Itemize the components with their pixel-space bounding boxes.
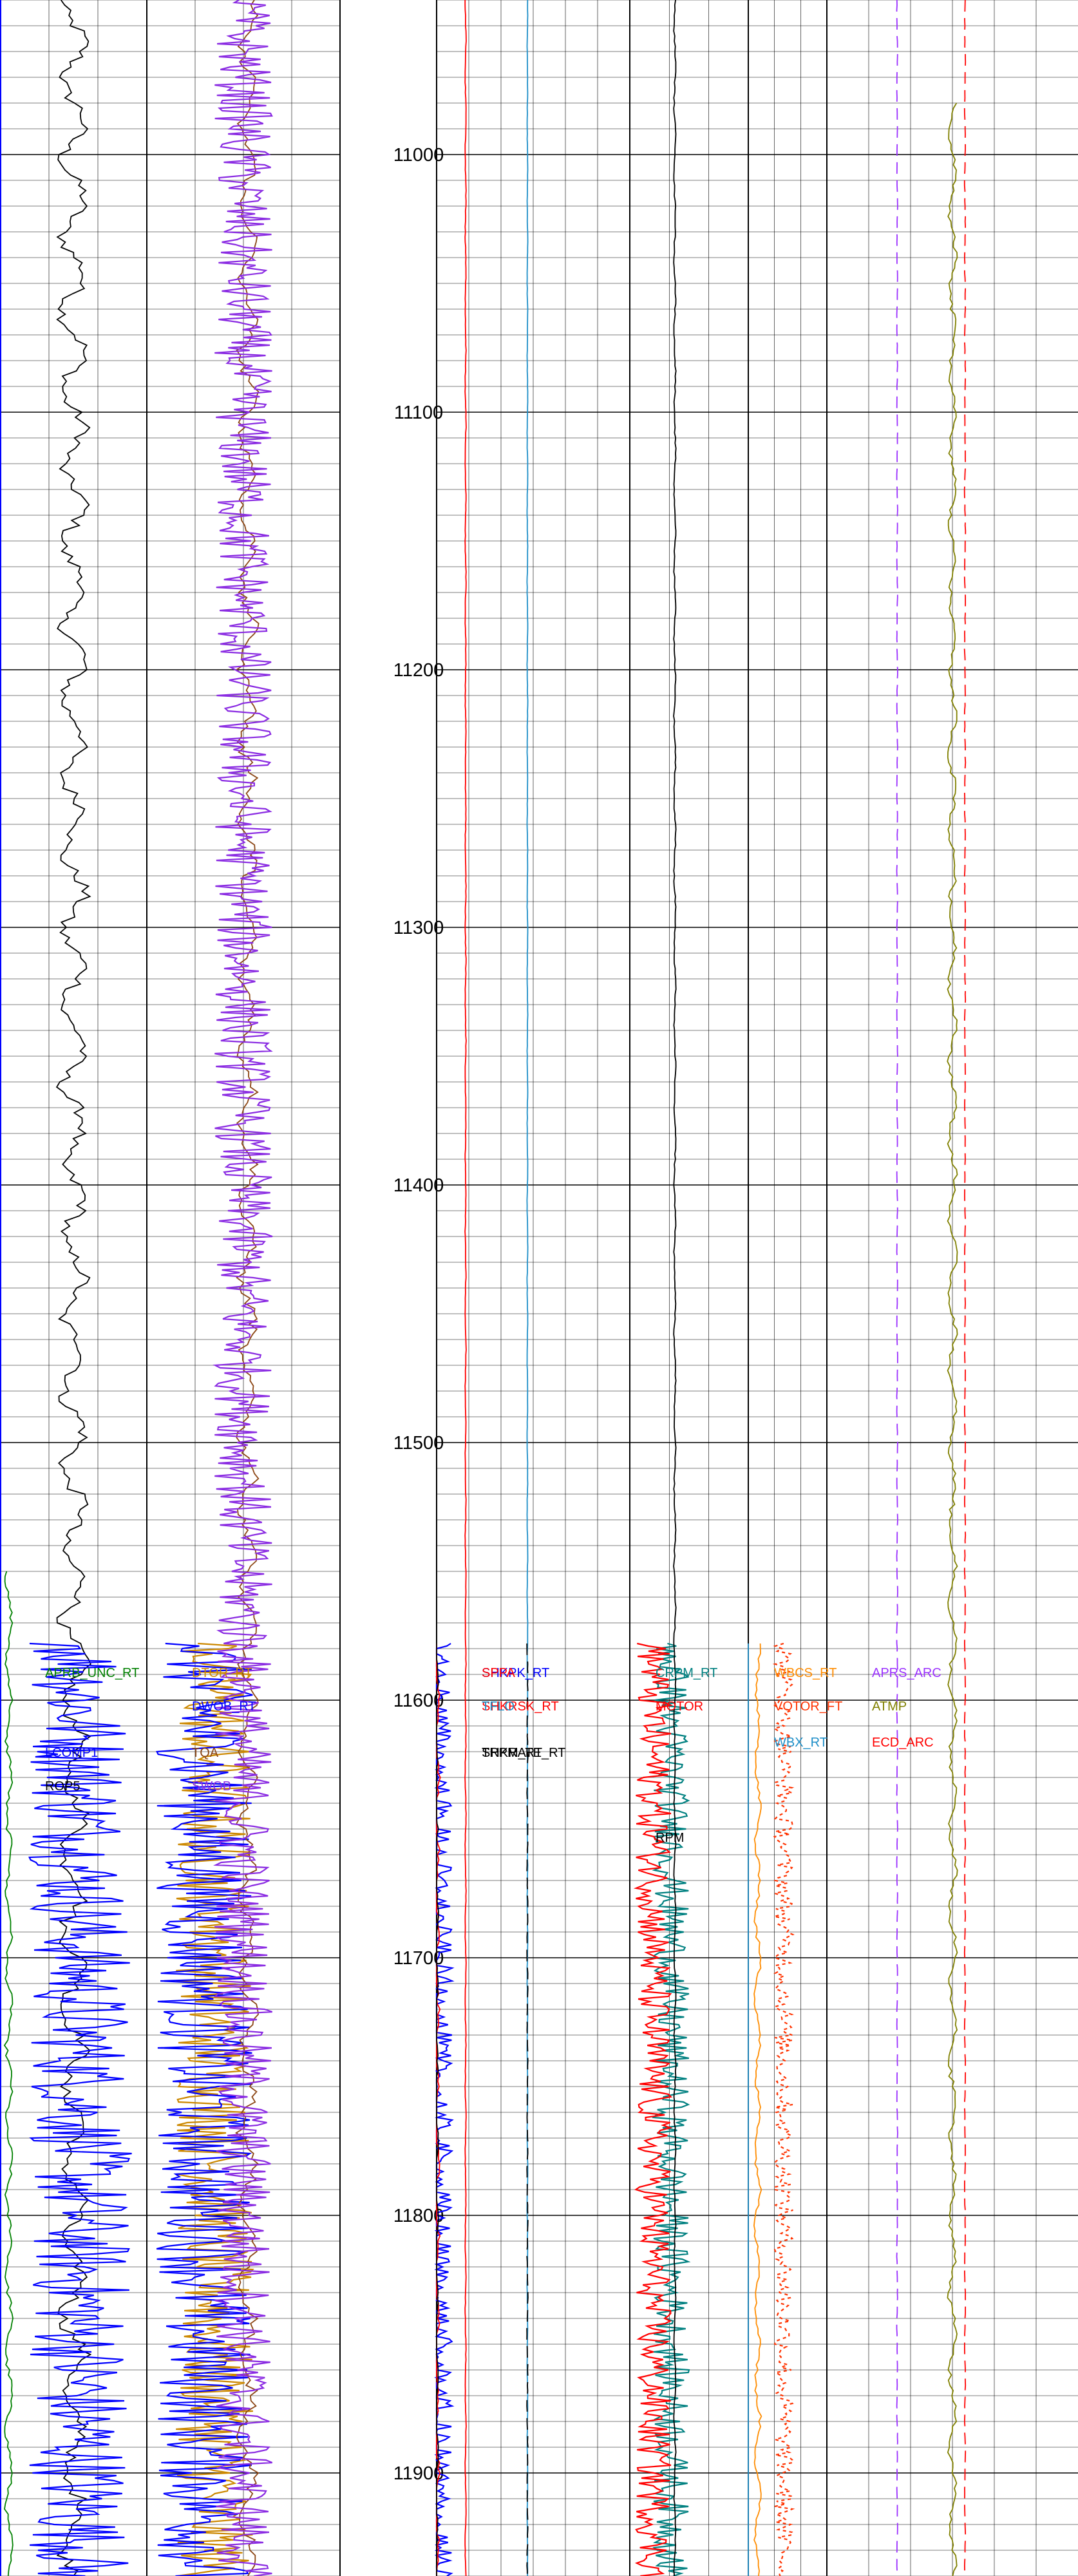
depth-tick-label: 11100	[394, 402, 443, 423]
depth-tick-label: 11600	[393, 1690, 444, 1711]
curve-label: TRPM_RT	[482, 1746, 542, 1760]
curve-crpm-rt	[652, 1642, 691, 2576]
curve-label: WBCS_RT	[774, 1666, 837, 1680]
curve-label: DTOR_RT	[192, 1666, 252, 1680]
curve-label: SWOB	[192, 1779, 231, 1794]
depth-tick-label: 11000	[393, 145, 444, 166]
depth-tick-label: 11700	[393, 1948, 444, 1969]
curve-wbcs-rt	[753, 1643, 762, 2576]
curve-label: TFLO	[482, 1700, 515, 1714]
curve-shkrate-rt	[436, 1643, 439, 2576]
curve-label: APRB_UNC_RT	[45, 1666, 139, 1680]
curve-label: SHKRSK_RT	[482, 1700, 559, 1714]
curve-lcomp1	[28, 1642, 132, 2576]
curve-rpm	[633, 1642, 674, 2576]
curve-ecd-arc	[963, 0, 967, 2576]
depth-tick-label: 11400	[393, 1175, 444, 1196]
curve-label: SPPA	[482, 1666, 516, 1680]
depth-tick-label: 11200	[393, 660, 444, 681]
curve-sppa	[464, 0, 467, 2576]
curve-atmp	[947, 102, 958, 2576]
curve-label: VOTOR_FT	[774, 1700, 842, 1714]
curve-label: APRS_ARC	[872, 1666, 941, 1680]
curve-label: LCOMP1	[45, 1746, 98, 1760]
depth-tick-label: 11900	[393, 2463, 444, 2484]
curve-rop5	[55, 0, 92, 2576]
curve-label: DWOB_RT	[192, 1700, 256, 1714]
curve-label: SHKPK_RT	[482, 1666, 549, 1680]
curve-label: CRPM_RT	[656, 1666, 717, 1680]
curve-tqa	[234, 0, 260, 2576]
depth-tick-label: 11500	[393, 1433, 444, 1454]
curve-motor	[673, 0, 677, 2576]
curve-label: ATMP	[872, 1700, 907, 1714]
curve-label: SHKRATE_RT	[482, 1746, 565, 1760]
curve-label: RPM	[656, 1831, 684, 1845]
depth-tick-label: 11800	[393, 2206, 444, 2226]
curve-label: MOTOR	[656, 1700, 703, 1714]
curve-aprs-arc	[896, 0, 898, 2576]
curve-label: TQA	[192, 1746, 219, 1760]
curve-swob	[213, 0, 273, 2576]
curve-label: WBX_RT	[774, 1736, 827, 1750]
curve-aprb-unc-rt	[3, 1571, 14, 2576]
curve-trpm-rt	[526, 1643, 529, 2576]
depth-tick-label: 11300	[393, 918, 444, 938]
curve-label: ROP5	[45, 1779, 80, 1794]
curve-dwob-rt	[156, 1642, 253, 2576]
curve-label: ECD_ARC	[872, 1736, 934, 1750]
